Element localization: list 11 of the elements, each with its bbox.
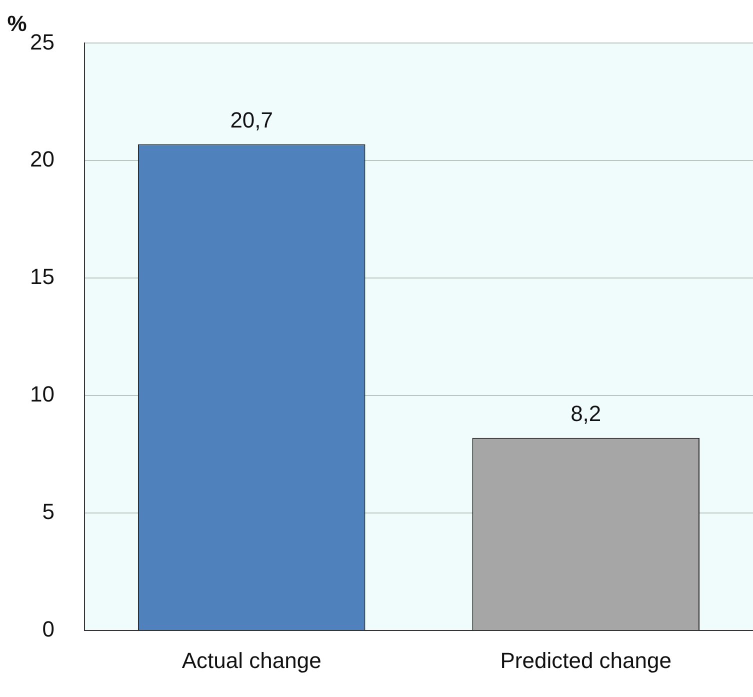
x-tick-label: Actual change [182,648,322,673]
data-label: 8,2 [570,400,602,426]
y-tick-label: 5 [42,499,54,524]
y-tick-label: 10 [30,382,54,407]
y-tick-label: 15 [30,264,54,290]
y-tick-label: 20 [30,146,54,172]
x-tick-label: Predicted change [500,648,672,673]
y-tick-label: 0 [42,616,54,642]
data-label: 20,7 [230,107,274,132]
y-tick-label: 25 [30,29,54,54]
y-axis-title: % [7,11,27,36]
